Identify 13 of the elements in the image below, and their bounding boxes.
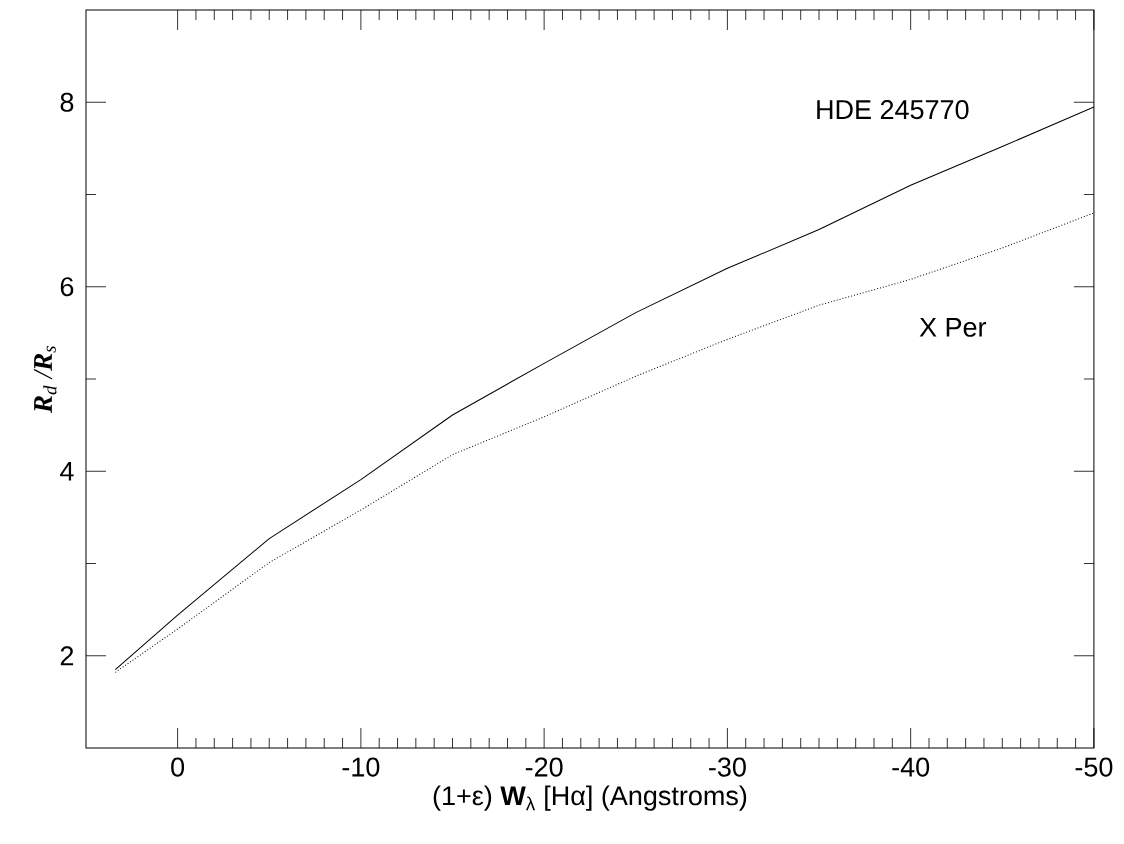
x-tick-label: -40 [892, 757, 930, 777]
x-tick-label: 0 [171, 757, 185, 777]
x-tick-label: -20 [525, 757, 563, 777]
x-tick-label: -30 [709, 757, 746, 777]
y-tick-label: 6 [60, 277, 74, 297]
x-axis-title: (1+ε) W$_{λ}$ [Hα] (Angstroms) [433, 785, 747, 811]
y-tick-label: 2 [60, 646, 74, 666]
series-label: HDE 245770 [817, 100, 969, 120]
series-label: X Per [919, 317, 987, 337]
y-tick-label: 4 [60, 461, 74, 481]
x-tick-label: -50 [1075, 757, 1113, 777]
y-tick-label: 8 [60, 92, 74, 112]
x-tick-label: -10 [342, 757, 380, 777]
